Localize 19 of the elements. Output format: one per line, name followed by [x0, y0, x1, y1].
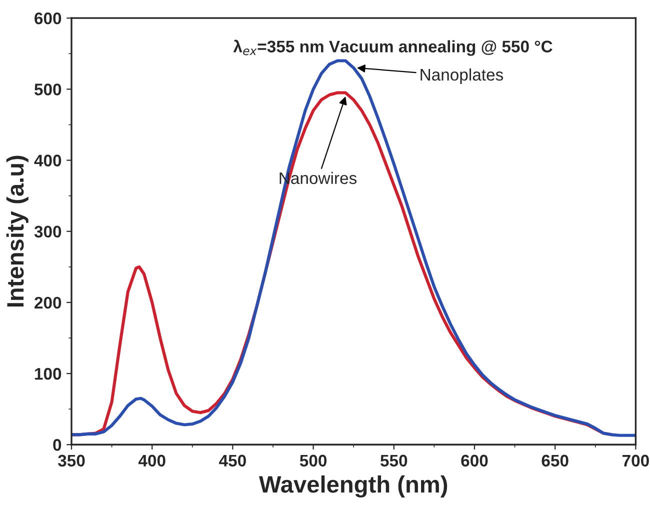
- x-tick-label: 700: [622, 454, 649, 467]
- y-tick-label: 500: [34, 84, 62, 96]
- y-tick-label: 200: [34, 296, 62, 309]
- y-tick-label: 400: [34, 154, 62, 166]
- x-axis-title: Wavelength (nm): [258, 475, 448, 498]
- y-tick-label: 600: [34, 12, 62, 24]
- annotation: λ$_{ex}$=355 nm Vacuum annealing @ 550 °C: [233, 40, 552, 56]
- x-tick-label: 350: [58, 454, 85, 467]
- y-tick-label: 300: [34, 226, 62, 238]
- y-tick-label: 100: [35, 368, 62, 380]
- x-tick-label: 400: [138, 454, 166, 467]
- x-tick-label: 550: [380, 454, 408, 467]
- y-axis-title: Intensity (a.u): [6, 156, 28, 307]
- x-tick-label: 500: [300, 454, 327, 467]
- x-tick-label: 600: [461, 454, 488, 467]
- y-tick-label: 0: [53, 439, 62, 451]
- annotation: Nanoplates: [420, 68, 504, 84]
- x-tick-label: 650: [542, 454, 568, 467]
- x-tick-label: 450: [219, 454, 246, 467]
